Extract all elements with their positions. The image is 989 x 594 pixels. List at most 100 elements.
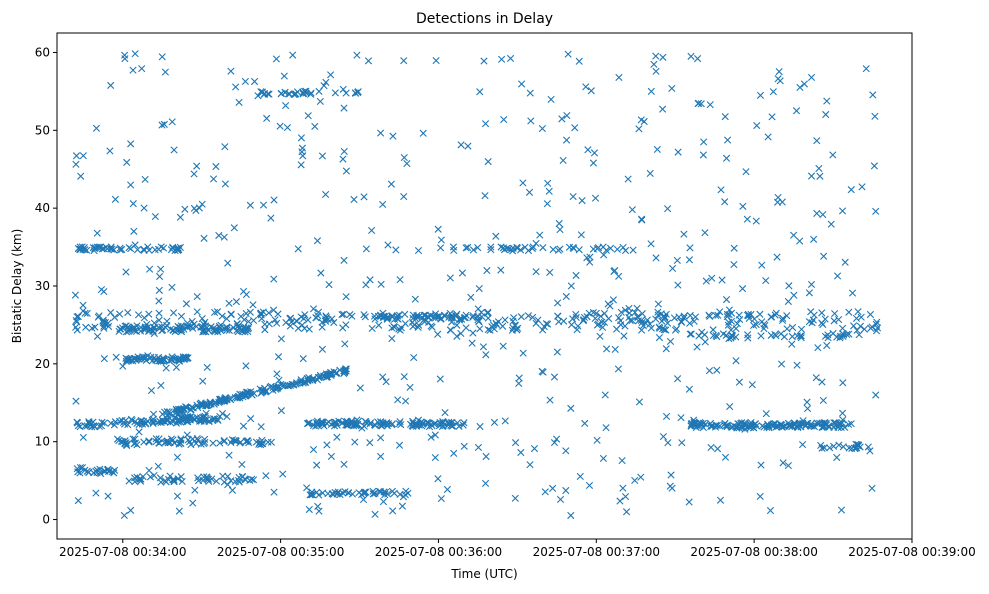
data-point — [210, 308, 219, 317]
data-point — [400, 57, 408, 65]
data-point — [624, 175, 632, 183]
data-point — [437, 236, 445, 244]
data-point — [112, 353, 120, 361]
data-point — [126, 355, 134, 363]
data-point — [244, 390, 252, 398]
data-point — [434, 330, 442, 338]
data-point — [73, 326, 81, 334]
data-point — [145, 437, 153, 445]
data-point — [803, 404, 812, 413]
data-point — [279, 381, 287, 389]
data-point — [129, 200, 137, 208]
data-point — [847, 186, 855, 194]
data-point — [261, 326, 269, 334]
data-point — [156, 324, 164, 332]
data-point — [193, 162, 201, 170]
data-point — [732, 333, 740, 341]
data-point — [274, 353, 283, 361]
data-point — [546, 396, 554, 404]
data-point — [377, 280, 385, 288]
data-point — [779, 459, 787, 467]
data-point — [330, 419, 338, 427]
data-point — [379, 373, 387, 381]
data-point — [189, 499, 197, 507]
data-point — [173, 492, 182, 500]
data-point — [462, 324, 470, 332]
data-point — [686, 319, 694, 327]
data-point — [569, 315, 577, 323]
data-point — [722, 154, 731, 162]
data-point — [186, 438, 194, 446]
data-point — [344, 421, 352, 429]
data-point — [415, 321, 423, 329]
data-point — [723, 310, 731, 319]
data-point — [175, 507, 183, 515]
data-point — [420, 311, 428, 319]
data-point — [346, 311, 354, 319]
data-point — [498, 55, 506, 63]
data-point — [565, 243, 574, 251]
data-point — [805, 318, 813, 326]
data-point — [785, 282, 793, 290]
data-point — [845, 308, 853, 316]
data-point — [438, 422, 446, 431]
data-point — [669, 264, 677, 272]
data-point — [476, 325, 484, 333]
data-point — [777, 420, 785, 429]
data-point — [419, 129, 427, 137]
data-point — [227, 67, 235, 75]
data-point — [382, 378, 390, 386]
data-point — [173, 453, 182, 461]
data-point — [479, 343, 488, 351]
data-point — [379, 421, 387, 429]
data-point — [177, 473, 185, 481]
data-point — [822, 110, 830, 119]
data-point — [366, 439, 374, 447]
data-point — [587, 87, 595, 95]
data-point — [717, 186, 725, 194]
data-point — [136, 475, 144, 483]
data-point — [818, 423, 826, 431]
data-point — [209, 415, 218, 423]
data-point — [77, 172, 85, 180]
data-point — [342, 167, 350, 175]
data-point — [453, 321, 461, 329]
data-point — [598, 318, 606, 326]
data-point — [72, 397, 80, 405]
data-point — [388, 487, 397, 495]
data-point — [748, 381, 756, 389]
data-point — [807, 280, 816, 289]
data-point — [646, 320, 654, 328]
data-point — [700, 138, 708, 146]
data-point — [788, 340, 796, 348]
data-point — [152, 435, 160, 443]
data-point — [834, 423, 842, 432]
data-point — [400, 153, 408, 162]
data-point — [635, 398, 644, 406]
data-point — [277, 335, 285, 343]
data-point — [826, 444, 834, 452]
data-point — [168, 353, 176, 361]
data-point — [384, 241, 392, 249]
data-point — [161, 68, 169, 76]
data-point — [113, 435, 122, 443]
data-point — [74, 422, 82, 430]
data-point — [303, 374, 311, 382]
data-point — [750, 321, 758, 330]
data-point — [777, 360, 786, 368]
data-point — [796, 83, 804, 92]
data-point — [484, 158, 492, 166]
data-point — [297, 161, 305, 169]
data-point — [556, 225, 564, 234]
data-point — [621, 322, 629, 330]
data-point — [792, 107, 801, 115]
data-point — [563, 112, 571, 120]
x-tick-label: 2025-07-08 00:38:00 — [690, 545, 817, 559]
data-point — [73, 318, 81, 326]
data-point — [323, 419, 331, 427]
data-point — [852, 314, 861, 323]
data-point — [168, 355, 176, 364]
data-point — [807, 73, 816, 82]
data-point — [837, 423, 845, 432]
data-point — [544, 179, 552, 187]
